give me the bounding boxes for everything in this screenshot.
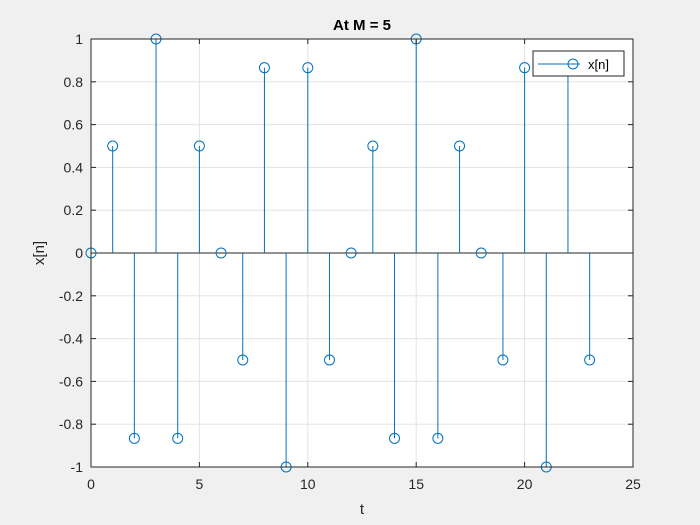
stem-marker <box>475 247 487 259</box>
stem-marker <box>302 62 314 74</box>
stem-marker <box>215 247 227 259</box>
y-tick-label: -0.6 <box>59 373 83 389</box>
stem-marker <box>258 62 270 74</box>
stem-marker <box>389 432 401 444</box>
x-axis-label: t <box>360 501 365 518</box>
stem-marker <box>128 432 140 444</box>
stem-marker <box>519 62 531 74</box>
legend-label: x[n] <box>588 57 609 72</box>
y-tick-labels: -1 -0.8 -0.6 -0.4 -0.2 0 0.2 0.4 0.6 0.8 1 <box>59 31 83 475</box>
y-tick-label: -0.2 <box>59 288 83 304</box>
x-tick-labels: 0 5 10 15 20 25 <box>87 476 641 492</box>
x-tick-label: 10 <box>300 476 316 492</box>
stem-marker <box>432 432 444 444</box>
y-tick-label: -0.4 <box>59 331 83 347</box>
x-tick-label: 15 <box>408 476 424 492</box>
x-tick-label: 25 <box>625 476 641 492</box>
y-tick-label: 1 <box>75 31 83 47</box>
chart-title: At M = 5 <box>333 17 391 34</box>
stem-marker <box>193 140 205 152</box>
legend: x[n] <box>532 50 625 77</box>
stem-marker <box>345 247 357 259</box>
x-tick-label: 5 <box>196 476 204 492</box>
stem-marker <box>367 140 379 152</box>
stem-marker <box>323 354 335 366</box>
tick-marks <box>90 38 634 468</box>
y-tick-label: -0.8 <box>59 416 83 432</box>
legend-marker-sample <box>567 58 579 70</box>
stem-marker <box>172 432 184 444</box>
y-tick-label: 0.4 <box>64 159 84 175</box>
y-tick-label: 0 <box>75 245 83 261</box>
x-tick-label: 0 <box>87 476 95 492</box>
stem-marker <box>237 354 249 366</box>
stem-marker <box>584 354 596 366</box>
stem-marker <box>497 354 509 366</box>
stems <box>85 33 596 473</box>
stem-marker <box>454 140 466 152</box>
stem-marker <box>107 140 119 152</box>
y-tick-label: 0.8 <box>64 74 84 90</box>
x-tick-label: 20 <box>517 476 533 492</box>
y-tick-label: 0.6 <box>64 117 84 133</box>
y-axis-label: x[n] <box>31 241 48 265</box>
y-tick-label: 0.2 <box>64 202 84 218</box>
y-tick-label: -1 <box>71 459 84 475</box>
